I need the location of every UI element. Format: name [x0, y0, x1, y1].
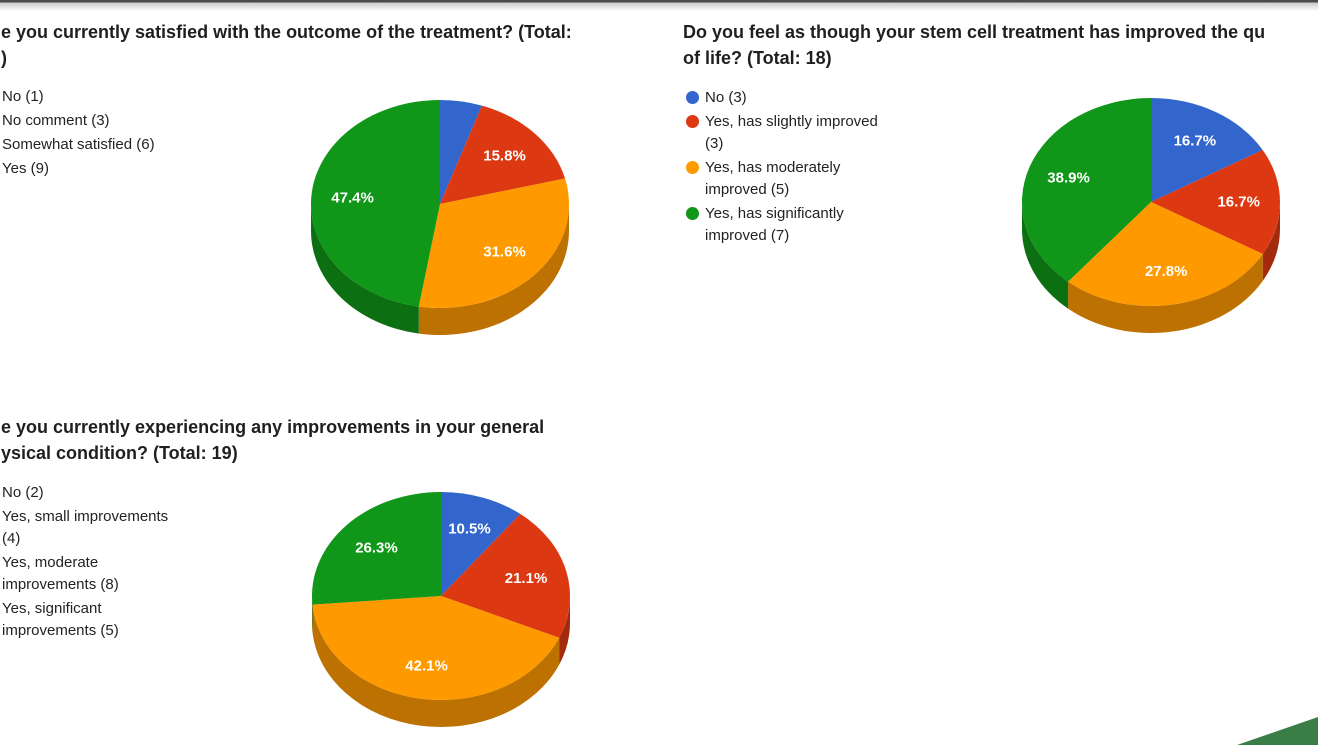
chart-title: e you currently satisfied with the outco… [1, 19, 572, 71]
legend-item: Somewhat satisfied (6) [0, 134, 187, 156]
pie-slice [1021, 98, 1151, 282]
legend-item: Yes, has significantly improved (7) [686, 203, 890, 247]
chart-title: Do you feel as though your stem cell tre… [683, 19, 1265, 71]
pie-slice [1151, 150, 1280, 254]
pie-slice-side [311, 204, 419, 334]
chart-title-line-2: ysical condition? (Total: 19) [1, 443, 238, 463]
pie-percent-label: 27.8% [1145, 263, 1188, 280]
chart-title-line-2: of life? (Total: 18) [683, 48, 832, 68]
pie-percent-label: 21.1% [505, 570, 548, 587]
legend-label: Yes, small improvements (4) [2, 508, 169, 547]
green-corner-triangle [1237, 717, 1318, 745]
pie-slice [1068, 202, 1263, 306]
pie-percent-label: 16.7% [1217, 194, 1260, 211]
pie-slice-side [1068, 254, 1263, 333]
chart-title: e you currently experiencing any improve… [1, 414, 544, 466]
pie-slice [1151, 98, 1263, 202]
pie-slice [440, 100, 482, 204]
legend-item: No (1) [0, 86, 187, 108]
pie-slice [311, 100, 440, 307]
pie-slice-side [418, 204, 569, 335]
pie-percent-label: 42.1% [405, 657, 448, 674]
chart-title-line-1: e you currently satisfied with the outco… [1, 22, 572, 42]
pie-percent-label: 26.3% [355, 540, 398, 557]
chart-title-line-1: e you currently experiencing any improve… [1, 417, 545, 437]
legend-label: Somewhat satisfied (6) [2, 136, 155, 153]
legend-label: No (3) [705, 89, 747, 106]
pie-percent-label: 31.6% [483, 243, 526, 260]
pie-slice [312, 492, 441, 605]
pie-slice [441, 513, 570, 638]
legend-color-dot-icon [686, 115, 699, 128]
legend-item: Yes, moderate improvements (8) [0, 552, 172, 596]
pie-percent-label: 10.5% [448, 521, 491, 538]
legend-label: Yes, has slightly improved (3) [705, 113, 878, 152]
chart-title-line-1: Do you feel as though your stem cell tre… [683, 22, 1266, 42]
pie-chart-3d: 16.7% 16.7% 27.8% 38.9% [1021, 98, 1280, 333]
legend-item: Yes, significant improvements (5) [0, 598, 172, 642]
window-top-edge [0, 0, 1318, 11]
pie-chart-3d: 15.8% 31.6% 47.4% [311, 100, 569, 335]
pie-slice [312, 596, 560, 700]
legend-label: No comment (3) [2, 112, 110, 129]
legend-item: Yes, has slightly improved (3) [686, 111, 890, 155]
legend-label: Yes (9) [2, 160, 49, 177]
chart-legend: No (1) No comment (3) Somewhat satisfied… [2, 86, 187, 182]
legend-label: No (2) [2, 484, 44, 501]
chart-legend: No (3) Yes, has slightly improved (3) Ye… [686, 87, 890, 249]
pie-slice [418, 178, 569, 308]
legend-item: Yes, has moderately improved (5) [686, 157, 890, 201]
legend-color-dot-icon [686, 91, 699, 104]
pie-slice-side [312, 604, 560, 727]
pie-chart-3d: 10.5% 21.1% 42.1% 26.3% [312, 492, 570, 727]
pie-percent-label: 16.7% [1174, 132, 1217, 149]
legend-item: Yes (9) [0, 158, 187, 180]
legend-label: Yes, has significantly improved (7) [705, 205, 844, 244]
pie-slice-side [559, 596, 570, 665]
legend-item: No (2) [0, 482, 172, 504]
pie-percent-label: 15.8% [483, 148, 526, 165]
legend-color-dot-icon [686, 207, 699, 220]
legend-label: Yes, has moderately improved (5) [705, 159, 841, 198]
legend-label: Yes, moderate improvements (8) [2, 554, 119, 593]
legend-item: Yes, small improvements (4) [0, 506, 172, 550]
legend-label: No (1) [2, 88, 44, 105]
pie-slice [441, 492, 521, 596]
legend-label: Yes, significant improvements (5) [2, 600, 119, 639]
legend-color-dot-icon [686, 161, 699, 174]
pie-slice [440, 105, 566, 204]
pie-slice-side [1022, 202, 1069, 309]
chart-title-line-2: ) [1, 48, 7, 68]
chart-legend: No (2) Yes, small improvements (4) Yes, … [2, 482, 172, 644]
pie-slice-side [1262, 202, 1280, 281]
pie-percent-label: 47.4% [331, 190, 374, 207]
legend-item: No comment (3) [0, 110, 187, 132]
pie-percent-label: 38.9% [1047, 169, 1090, 186]
legend-item: No (3) [686, 87, 890, 109]
